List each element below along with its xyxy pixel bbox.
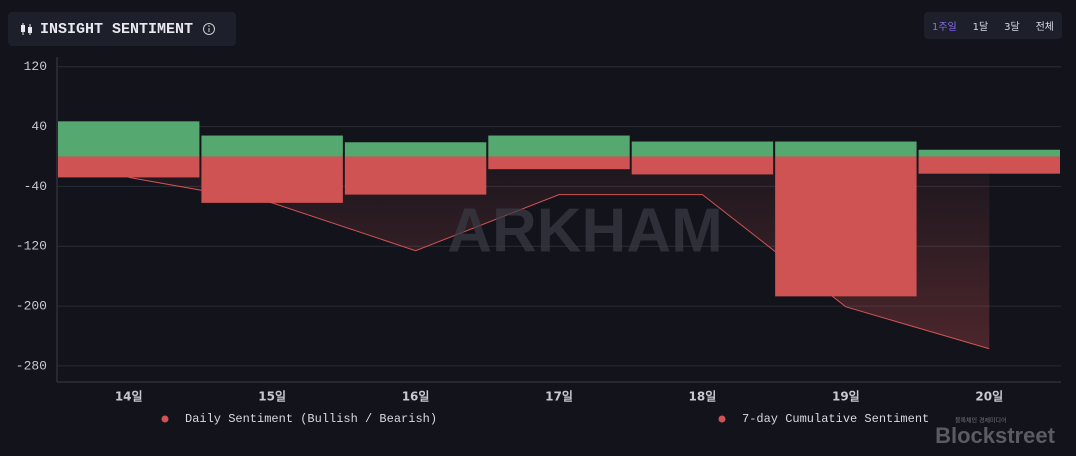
range-tab[interactable]: 1달 — [972, 22, 989, 33]
bullish-bar — [344, 142, 487, 157]
legend-dot — [161, 415, 169, 423]
bullish-bar — [775, 141, 917, 157]
bullish-bar — [58, 121, 200, 157]
watermark: ARKHAM — [447, 196, 723, 265]
y-tick-label: -120 — [16, 239, 47, 254]
bullish-bar — [918, 149, 1060, 157]
cumulative-area — [128, 156, 990, 349]
legend-label: 7-day Cumulative Sentiment — [742, 412, 929, 426]
range-tab[interactable]: 3달 — [1004, 22, 1020, 33]
range-tab[interactable]: 전체 — [1035, 22, 1055, 33]
title-box: INSIGHT SENTIMENT — [8, 12, 236, 46]
y-tick-label: -280 — [16, 358, 47, 373]
y-tick-label: -40 — [24, 179, 47, 194]
x-tick-label: 14일 — [115, 390, 143, 404]
x-tick-label: 17일 — [545, 390, 573, 404]
bearish-bar — [344, 156, 487, 195]
bearish-bar — [488, 156, 630, 170]
bearish-bar — [58, 156, 200, 178]
legend-label: Daily Sentiment (Bullish / Bearish) — [185, 412, 437, 426]
bullish-bar — [631, 141, 774, 157]
brand: Blockstreet — [935, 423, 1056, 448]
bullish-bar — [488, 135, 630, 157]
legend-dot — [718, 415, 726, 423]
bearish-bar — [775, 156, 917, 297]
icon — [21, 23, 32, 35]
brand-sub: 블록체인 경제미디어 — [955, 417, 1007, 425]
x-tick-label: 16일 — [402, 390, 430, 404]
y-tick-label: -200 — [16, 299, 47, 314]
bearish-bar — [201, 156, 343, 203]
y-tick-label: 120 — [24, 59, 47, 74]
range-tab[interactable]: 1주일 — [931, 22, 957, 33]
bullish-bar — [201, 135, 343, 157]
title: INSIGHT SENTIMENT — [40, 20, 194, 38]
range-tabs: 1주일 1달 3달 전체 — [924, 12, 1062, 39]
y-tick-label: 40 — [31, 119, 47, 134]
bearish-bar — [631, 156, 774, 175]
x-tick-label: 19일 — [832, 390, 860, 404]
x-tick-label: 18일 — [689, 390, 717, 404]
cumulative-line — [128, 176, 990, 350]
info-icon[interactable] — [202, 22, 216, 36]
x-tick-label: 20일 — [975, 390, 1003, 404]
x-tick-label: 15일 — [258, 390, 286, 404]
bearish-bar — [918, 156, 1060, 174]
